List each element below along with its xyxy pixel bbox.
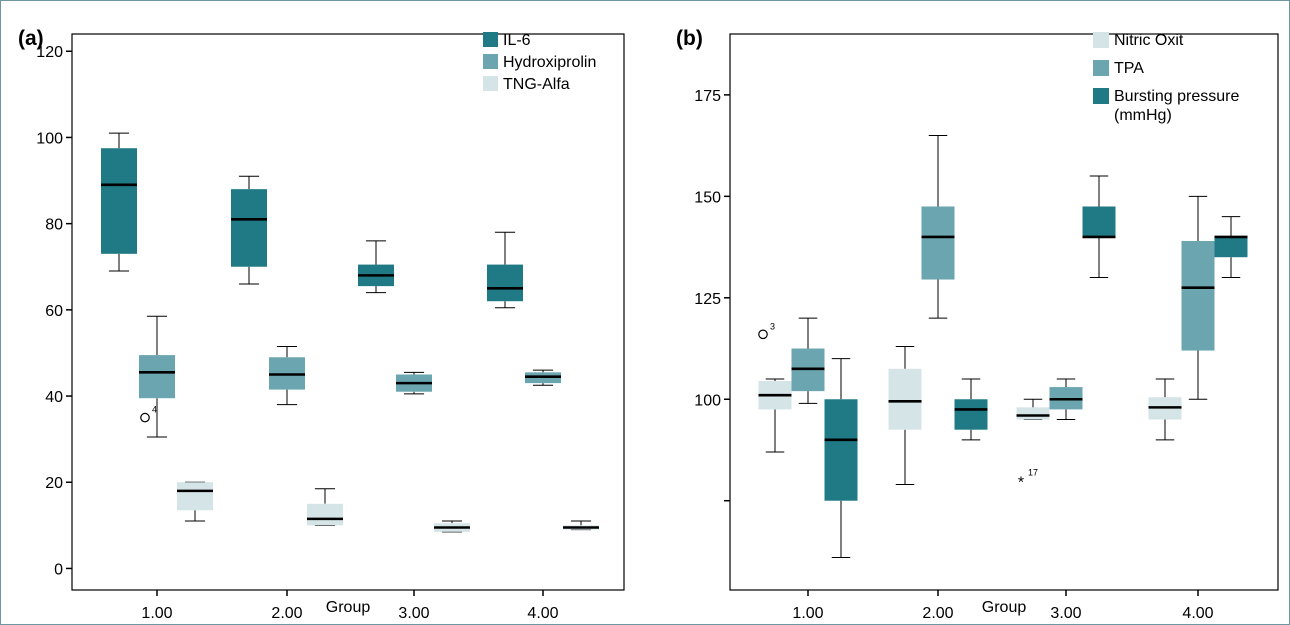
- panel-b-outlier-star: *: [1018, 474, 1024, 491]
- panel-a-box-il-6-2: [231, 175, 267, 285]
- panel-b-outlier-label: 3: [770, 321, 775, 331]
- panel-b-legend-label: Bursting pressure: [1114, 88, 1239, 105]
- panel-b-outlier-circle: [758, 329, 768, 340]
- box-iqr: [1214, 236, 1248, 258]
- panel-a-x-tick-label: 3.00: [398, 605, 429, 622]
- panel-b-plot-frame: [729, 33, 1279, 591]
- panel-a-y-tick-label: 100: [36, 130, 63, 147]
- panel-a-legend-label: Hydroxiprolin: [503, 54, 596, 71]
- panel-a-label: (a): [18, 27, 44, 50]
- panel-b-box-nitric-oxit-4: [1148, 378, 1182, 441]
- panel-b-x-tick-label: 4.00: [1182, 605, 1213, 622]
- panel-a-box-tng-alfa-4: [563, 520, 599, 531]
- panel-a-y-tick-label: 20: [45, 475, 63, 492]
- panel-b-outlier-label: 17: [1028, 467, 1038, 477]
- panel-b-legend-label-cont: (mmHg): [1114, 107, 1172, 124]
- box-iqr: [1181, 240, 1215, 351]
- panel-a-box-hydroxiprolin-2: [269, 345, 305, 406]
- box-iqr: [307, 503, 343, 526]
- panel-b-box-tpa-3: [1049, 378, 1083, 421]
- panel-b-legend-swatch: [1093, 88, 1109, 104]
- panel-a-x-tick-label: 2.00: [271, 605, 302, 622]
- panel-a-legend-label: TNG-Alfa: [503, 76, 570, 93]
- panel-b-x-tick-label: 3.00: [1050, 605, 1081, 622]
- panel-a-box-tng-alfa-2: [307, 488, 343, 526]
- panel-b-x-tick-label: 2.00: [922, 605, 953, 622]
- box-iqr: [177, 482, 213, 511]
- box-iqr: [954, 399, 988, 430]
- panel-a-outlier-circle: [140, 412, 150, 423]
- panel-a-legend-swatch: [483, 32, 498, 47]
- panel-b-box-bursting-pressure-mmhg--3: [1082, 175, 1116, 279]
- panel-a-box-tng-alfa-3: [434, 520, 470, 533]
- panel-a-y-tick-label: 40: [45, 389, 63, 406]
- panel-a-box-il-6-3: [358, 240, 394, 294]
- panel-a-box-il-6-1: [101, 132, 137, 272]
- panel-b-box-nitric-oxit-2: [888, 345, 922, 485]
- panel-a-box-hydroxiprolin-4: [525, 369, 561, 386]
- panel-b-box-nitric-oxit-3: [1016, 398, 1050, 421]
- panel-b-y-tick-label: 125: [694, 291, 721, 308]
- panel-a-box-hydroxiprolin-1: [139, 315, 175, 438]
- panel-b-box-bursting-pressure-mmhg--4: [1214, 216, 1248, 279]
- panel-b-box-tpa-1: [791, 317, 825, 404]
- panel-b-box-nitric-oxit-1: [758, 378, 792, 453]
- box-iqr: [921, 206, 955, 280]
- panel-a-x-tick-label: 4.00: [527, 605, 558, 622]
- panel-a-y-tick-label: 0: [54, 561, 63, 578]
- box-iqr: [487, 264, 523, 302]
- panel-b-y-tick-label: 150: [694, 189, 721, 206]
- panel-b-legend-label: Nitric Oxit: [1114, 32, 1184, 49]
- box-iqr: [824, 399, 858, 501]
- panel-a-y-tick-label: 120: [36, 44, 63, 61]
- panel-a-box-hydroxiprolin-3: [396, 371, 432, 395]
- panel-b-box-tpa-4: [1181, 195, 1215, 400]
- panel-b-legend-label: TPA: [1114, 60, 1144, 77]
- panel-b-label: (b): [676, 27, 703, 50]
- panel-a-box-il-6-4: [487, 231, 523, 309]
- panel-b-x-tick-label: 1.00: [792, 605, 823, 622]
- panel-b-y-tick-label: 100: [694, 392, 721, 409]
- panel-a-legend-label: IL-6: [503, 32, 531, 49]
- panel-a-y-tick-label: 80: [45, 217, 63, 234]
- box-iqr: [139, 355, 175, 399]
- panel-b-box-tpa-2: [921, 134, 955, 319]
- panel-a-legend-swatch: [483, 54, 498, 69]
- box-iqr: [888, 368, 922, 430]
- panel-b-box-bursting-pressure-mmhg--2: [954, 378, 988, 441]
- panel-b-box-bursting-pressure-mmhg--1: [824, 358, 858, 559]
- box-iqr: [231, 189, 267, 267]
- panel-a-box-tng-alfa-1: [177, 481, 213, 522]
- panel-a-outlier-label: 4: [152, 405, 157, 415]
- panel-b-legend-swatch: [1093, 32, 1109, 48]
- panel-b-legend-swatch: [1093, 60, 1109, 76]
- panel-b-x-axis-title: Group: [982, 599, 1027, 616]
- panel-a-x-axis-title: Group: [326, 599, 371, 616]
- panel-a-plot-frame: [71, 33, 625, 591]
- box-iqr: [1016, 407, 1050, 420]
- box-iqr: [101, 148, 137, 254]
- panel-a-y-tick-label: 60: [45, 303, 63, 320]
- panel-b-y-tick-label: 175: [694, 88, 721, 105]
- box-iqr: [1082, 206, 1116, 237]
- panel-a-legend-swatch: [483, 76, 498, 91]
- panel-a-x-tick-label: 1.00: [141, 605, 172, 622]
